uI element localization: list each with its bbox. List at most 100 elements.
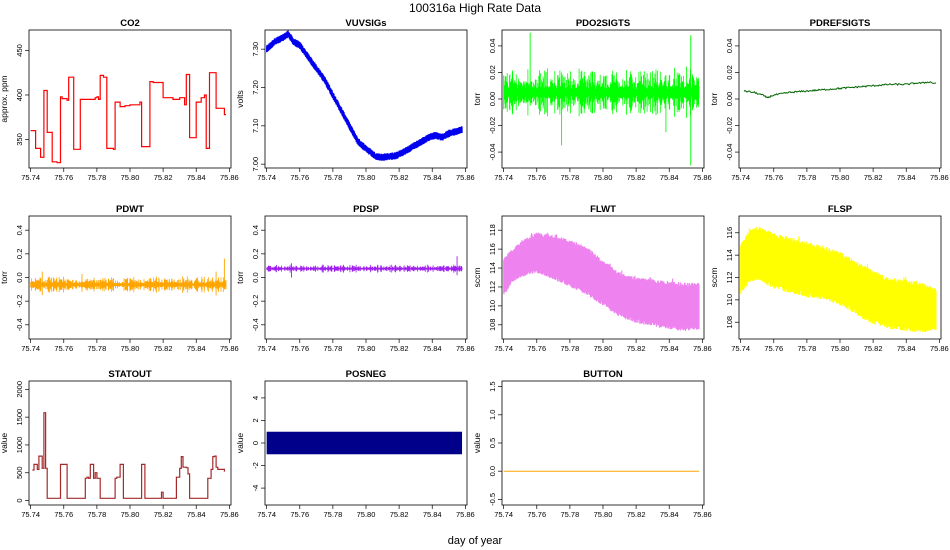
series-flsp [740,226,937,333]
y-axis-label: value [235,433,245,454]
x-tick-label: 75.86 [456,344,475,353]
x-tick-label: 75.74 [257,344,276,353]
figure-xlabel: day of year [448,535,503,547]
y-tick-label: 500 [15,466,24,479]
x-tick-label: 75.74 [494,344,513,353]
y-tick-label: 108 [725,316,734,329]
x-tick-label: 75.76 [764,173,783,182]
x-tick-label: 75.74 [257,510,276,519]
x-tick-label: 75.76 [527,173,546,182]
plot-frame [501,380,705,506]
y-axis-label: value [0,433,9,454]
series-noise [266,264,463,273]
x-axis: 75.74 75.76 75.78 75.80 75.82 75.84 75.86 [21,505,239,519]
series-flwt [503,232,700,332]
y-axis-label: sccm [472,268,482,288]
series-line [32,412,225,499]
x-tick-label: 75.80 [357,344,376,353]
x-tick-label: 75.76 [290,510,309,519]
x-tick-label: 75.82 [390,510,409,519]
x-tick-label: 75.78 [87,510,106,519]
y-tick-label: -0.5 [488,493,497,506]
series-statout [32,412,225,499]
y-axis-label: sccm [709,268,719,288]
x-tick-label: 75.74 [257,173,276,182]
y-tick-label: 450 [15,44,24,57]
x-axis: 75.74 75.76 75.78 75.80 75.82 75.84 75.86 [494,168,712,182]
y-tick-label: 110 [725,294,734,306]
x-tick-label: 75.74 [494,173,513,182]
y-tick-label: 118 [488,224,497,236]
x-tick-label: 75.86 [693,344,712,353]
y-axis: 350 400 450 [15,44,29,146]
y-tick-label: 0.0 [488,466,497,476]
x-tick-label: 75.80 [594,510,613,519]
x-tick-label: 75.86 [693,173,712,182]
panel-button: BUTTON value 75.74 75.76 75.78 75.80 75.82 75.8… [472,369,712,519]
x-tick-label: 75.74 [21,344,40,353]
panel-title: PDWT [116,204,144,215]
x-tick-label: 75.86 [220,510,239,519]
y-axis: 0 500 1000 1500 2000 [15,381,29,503]
panel-title: BUTTON [583,369,623,380]
y-tick-label: 7.20 [251,80,260,95]
y-axis-label: torr [709,92,719,105]
y-tick-label: -0.2 [15,295,24,308]
series-line [743,81,936,99]
x-tick-label: 75.82 [864,173,883,182]
x-tick-label: 75.78 [87,344,106,353]
x-tick-label: 75.82 [627,510,646,519]
x-tick-label: 75.86 [930,173,949,182]
x-tick-label: 75.82 [627,344,646,353]
y-tick-label: 110 [488,300,497,312]
x-tick-label: 75.82 [154,510,173,519]
y-tick-label: 0.5 [488,438,497,448]
y-tick-label: 116 [488,243,497,255]
series-pdrefsigts [743,81,937,99]
y-tick-label: 114 [725,249,734,261]
panel-title: CO2 [120,18,140,29]
x-tick-label: 75.84 [660,510,679,519]
panel-title: STATOUT [108,369,151,380]
x-tick-label: 75.76 [290,344,309,353]
y-tick-label: 0.02 [488,65,497,80]
x-tick-label: 75.74 [494,510,513,519]
series-noise [503,66,700,118]
x-tick-label: 75.76 [54,510,73,519]
y-tick-label: 1.0 [488,410,497,420]
x-tick-label: 75.84 [187,510,206,519]
y-axis: -4 -2 0 2 4 [251,396,265,491]
y-tick-label: 0.0 [251,272,260,282]
x-tick-label: 75.86 [456,510,475,519]
x-tick-label: 75.78 [560,344,579,353]
x-tick-label: 75.84 [897,173,916,182]
series-band [266,30,463,161]
x-tick-label: 75.82 [864,344,883,353]
x-tick-label: 75.78 [560,510,579,519]
y-tick-label: -0.02 [488,117,497,134]
x-axis: 75.74 75.76 75.78 75.80 75.82 75.84 75.86 [257,168,475,182]
y-axis: 7.00 7.10 7.20 7.30 [251,42,265,171]
series-envelope [503,232,700,331]
series-co2 [30,72,227,164]
plot-frame [28,380,232,506]
x-tick-label: 75.80 [594,173,613,182]
x-tick-label: 75.76 [54,344,73,353]
x-tick-label: 75.78 [87,173,106,182]
y-axis-label: value [472,433,482,454]
x-tick-label: 75.80 [594,344,613,353]
y-tick-label: 0.02 [725,65,734,80]
x-tick-label: 75.84 [423,173,442,182]
x-tick-label: 75.82 [390,344,409,353]
y-tick-label: -2 [251,462,260,469]
panel-title: FLSP [828,204,853,215]
x-axis: 75.74 75.76 75.78 75.80 75.82 75.84 75.86 [731,168,949,182]
y-tick-label: 0.4 [15,225,24,235]
x-axis: 75.74 75.76 75.78 75.80 75.82 75.84 75.86 [494,505,712,519]
